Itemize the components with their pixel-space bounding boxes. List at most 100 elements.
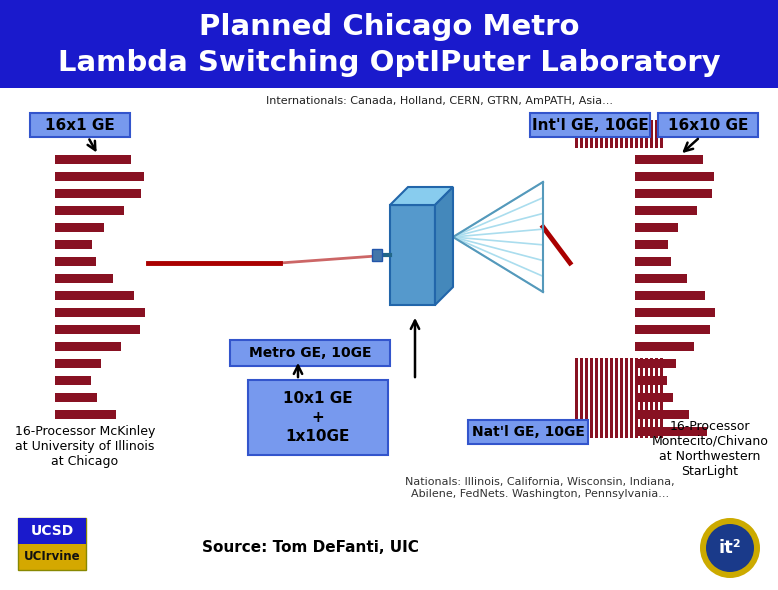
Bar bbox=[635, 291, 705, 300]
Bar bbox=[580, 358, 583, 438]
Bar bbox=[635, 358, 638, 438]
Bar bbox=[630, 358, 633, 438]
Bar bbox=[658, 113, 758, 137]
Bar bbox=[55, 274, 113, 283]
Bar bbox=[635, 120, 638, 148]
Bar bbox=[585, 120, 588, 148]
Bar bbox=[55, 206, 124, 215]
Bar bbox=[230, 340, 390, 366]
Bar bbox=[55, 359, 101, 368]
Bar bbox=[615, 120, 618, 148]
Bar bbox=[645, 120, 648, 148]
Bar bbox=[635, 172, 714, 181]
Bar bbox=[660, 120, 663, 148]
Bar bbox=[630, 120, 633, 148]
Bar bbox=[650, 358, 653, 438]
Bar bbox=[660, 358, 663, 438]
Bar bbox=[18, 518, 86, 570]
Text: Metro GE, 10GE: Metro GE, 10GE bbox=[249, 346, 371, 360]
Text: UCSD: UCSD bbox=[30, 524, 74, 538]
Bar bbox=[635, 393, 673, 402]
Bar bbox=[55, 240, 92, 249]
Circle shape bbox=[700, 518, 760, 578]
Bar bbox=[575, 120, 578, 148]
Text: Source: Tom DeFanti, UIC: Source: Tom DeFanti, UIC bbox=[202, 540, 419, 556]
Bar bbox=[605, 358, 608, 438]
Bar bbox=[635, 410, 689, 419]
Bar bbox=[620, 120, 623, 148]
Bar bbox=[30, 113, 130, 137]
Bar bbox=[635, 155, 703, 164]
Bar bbox=[635, 376, 667, 385]
Bar bbox=[655, 358, 658, 438]
Bar bbox=[55, 189, 142, 198]
Bar bbox=[55, 393, 97, 402]
Text: Nat'l GE, 10GE: Nat'l GE, 10GE bbox=[471, 425, 584, 439]
Bar bbox=[610, 358, 613, 438]
Bar bbox=[55, 325, 139, 334]
Bar bbox=[372, 249, 382, 261]
Bar bbox=[635, 240, 668, 249]
Bar bbox=[640, 358, 643, 438]
Bar bbox=[595, 120, 598, 148]
Bar bbox=[55, 223, 103, 232]
Bar bbox=[55, 308, 145, 317]
Bar bbox=[575, 358, 578, 438]
Bar bbox=[580, 120, 583, 148]
Text: Int'l GE, 10GE: Int'l GE, 10GE bbox=[531, 117, 648, 133]
Bar bbox=[620, 358, 623, 438]
Text: 16-Processor McKinley
at University of Illinois
at Chicago: 16-Processor McKinley at University of I… bbox=[15, 425, 155, 468]
Bar bbox=[590, 120, 593, 148]
Bar bbox=[635, 325, 710, 334]
Bar bbox=[248, 380, 388, 455]
Bar bbox=[55, 155, 131, 164]
Bar bbox=[635, 257, 671, 266]
Bar bbox=[615, 358, 618, 438]
Text: 16x10 GE: 16x10 GE bbox=[668, 117, 748, 133]
Bar bbox=[600, 358, 603, 438]
Bar bbox=[635, 342, 694, 351]
Bar bbox=[585, 358, 588, 438]
Bar bbox=[625, 120, 628, 148]
Text: 16-Processor
Montecito/Chivano
at Northwestern
StarLight: 16-Processor Montecito/Chivano at Northw… bbox=[651, 420, 769, 478]
Bar bbox=[645, 358, 648, 438]
Text: 10x1 GE
+
1x10GE: 10x1 GE + 1x10GE bbox=[283, 391, 352, 444]
Bar bbox=[635, 206, 697, 215]
Bar bbox=[390, 205, 435, 305]
Bar bbox=[610, 120, 613, 148]
Bar bbox=[55, 172, 144, 181]
Circle shape bbox=[706, 524, 754, 572]
Text: Internationals: Canada, Holland, CERN, GTRN, AmPATH, Asia...: Internationals: Canada, Holland, CERN, G… bbox=[267, 96, 614, 106]
Bar bbox=[640, 120, 643, 148]
Bar bbox=[635, 308, 715, 317]
Bar bbox=[635, 189, 712, 198]
Text: 16x1 GE: 16x1 GE bbox=[45, 117, 115, 133]
Bar bbox=[590, 358, 593, 438]
Bar bbox=[635, 427, 707, 436]
Text: Planned Chicago Metro: Planned Chicago Metro bbox=[198, 13, 580, 41]
Bar bbox=[635, 359, 676, 368]
Text: Nationals: Illinois, California, Wisconsin, Indiana,
Abilene, FedNets. Washingto: Nationals: Illinois, California, Wiscons… bbox=[405, 477, 675, 499]
Bar bbox=[635, 274, 687, 283]
Bar bbox=[655, 120, 658, 148]
Bar bbox=[600, 120, 603, 148]
Text: it²: it² bbox=[719, 539, 741, 557]
Text: Lambda Switching OptIPuter Laboratory: Lambda Switching OptIPuter Laboratory bbox=[58, 49, 720, 77]
Bar bbox=[635, 223, 678, 232]
Bar bbox=[605, 120, 608, 148]
Bar bbox=[55, 342, 121, 351]
Bar bbox=[55, 376, 91, 385]
Polygon shape bbox=[390, 187, 453, 205]
Polygon shape bbox=[435, 187, 453, 305]
Bar bbox=[595, 358, 598, 438]
Text: UCIrvine: UCIrvine bbox=[23, 549, 80, 562]
Bar bbox=[18, 518, 86, 544]
Bar bbox=[468, 420, 588, 444]
Bar bbox=[55, 410, 116, 419]
Bar bbox=[0, 0, 778, 88]
Bar bbox=[625, 358, 628, 438]
Bar bbox=[650, 120, 653, 148]
Bar bbox=[530, 113, 650, 137]
Bar bbox=[55, 257, 96, 266]
Bar bbox=[55, 291, 134, 300]
